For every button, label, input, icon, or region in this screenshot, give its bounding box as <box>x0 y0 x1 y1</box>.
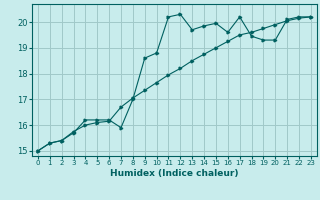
X-axis label: Humidex (Indice chaleur): Humidex (Indice chaleur) <box>110 169 239 178</box>
